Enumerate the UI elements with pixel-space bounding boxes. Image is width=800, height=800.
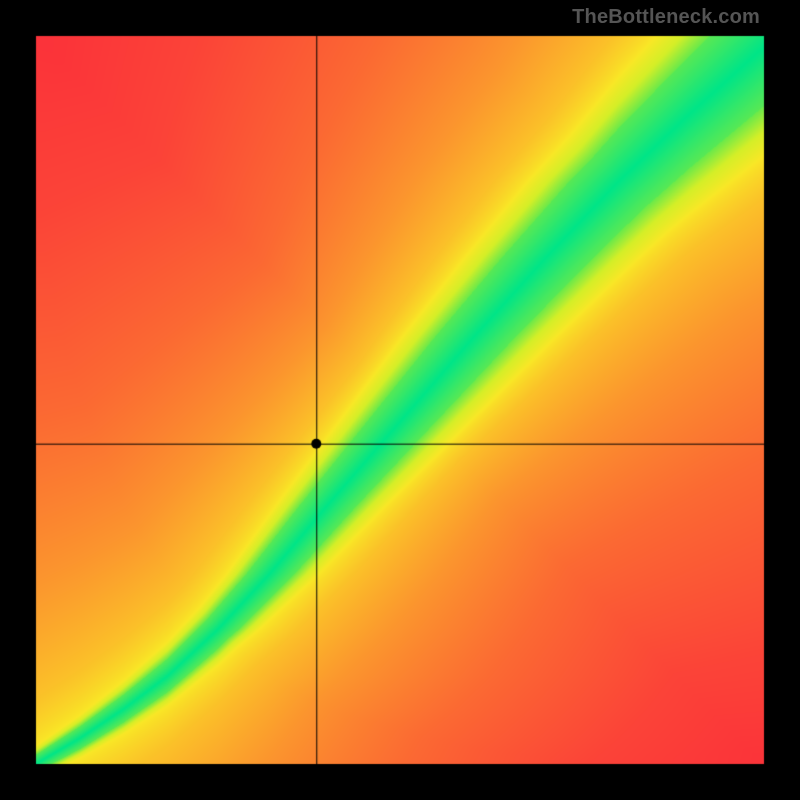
watermark-label: TheBottleneck.com xyxy=(572,6,760,29)
heatmap-canvas xyxy=(0,0,800,800)
chart-container: TheBottleneck.com xyxy=(0,0,800,800)
